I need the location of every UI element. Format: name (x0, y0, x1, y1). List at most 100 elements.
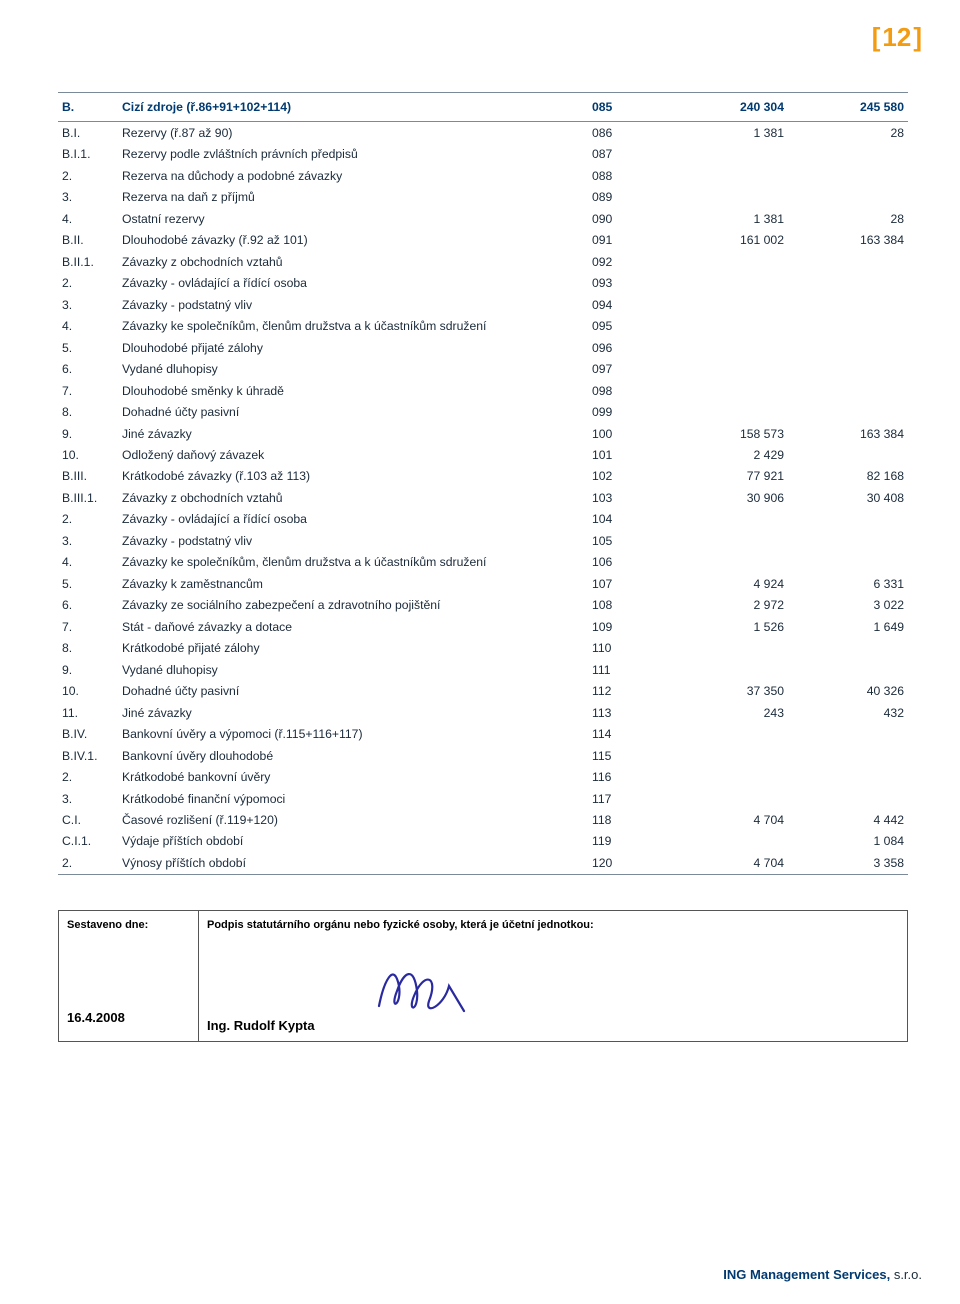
row-value-prev (658, 337, 788, 358)
table-row: 4.Ostatní rezervy0901 38128 (58, 208, 908, 229)
table-row: 11.Jiné závazky113243432 (58, 702, 908, 723)
row-value-curr: 3 358 (788, 852, 908, 874)
row-value-prev: 1 381 (658, 122, 788, 144)
row-code: 116 (588, 767, 658, 788)
row-index: B.I.1. (58, 144, 118, 165)
row-value-curr (788, 530, 908, 551)
row-index: B.II.1. (58, 251, 118, 272)
table-row: 2.Závazky - ovládající a řídící osoba104 (58, 509, 908, 530)
table-row: 2.Krátkodobé bankovní úvěry116 (58, 767, 908, 788)
row-value-prev (658, 659, 788, 680)
row-value-prev: 2 429 (658, 445, 788, 466)
row-index: 9. (58, 423, 118, 444)
row-label: Závazky z obchodních vztahů (118, 487, 588, 508)
row-code: 097 (588, 359, 658, 380)
row-code: 099 (588, 402, 658, 423)
row-label: Dohadné účty pasivní (118, 402, 588, 423)
table-row: 6.Závazky ze sociálního zabezpečení a zd… (58, 595, 908, 616)
signature-block: Sestaveno dne: 16.4.2008 Podpis statutár… (58, 910, 908, 1042)
row-code: 093 (588, 273, 658, 294)
row-label: Závazky k zaměstnancům (118, 573, 588, 594)
table-row: B.IV.1.Bankovní úvěry dlouhodobé115 (58, 745, 908, 766)
row-index: 6. (58, 359, 118, 380)
row-value-curr (788, 402, 908, 423)
table-row: B.II.Dlouhodobé závazky (ř.92 až 101)091… (58, 230, 908, 251)
table-row: B.I.Rezervy (ř.87 až 90)0861 38128 (58, 122, 908, 144)
row-label: Bankovní úvěry dlouhodobé (118, 745, 588, 766)
row-index: 3. (58, 294, 118, 315)
table-row: 7.Stát - daňové závazky a dotace1091 526… (58, 616, 908, 637)
row-code: 113 (588, 702, 658, 723)
row-value-curr (788, 659, 908, 680)
row-index: B.I. (58, 122, 118, 144)
row-code: 115 (588, 745, 658, 766)
row-label: Vydané dluhopisy (118, 359, 588, 380)
row-value-prev: 4 924 (658, 573, 788, 594)
row-value-prev (658, 530, 788, 551)
table-row: C.I.Časové rozlišení (ř.119+120)1184 704… (58, 809, 908, 830)
row-value-prev (658, 788, 788, 809)
row-index: B.IV.1. (58, 745, 118, 766)
row-label: Bankovní úvěry a výpomoci (ř.115+116+117… (118, 724, 588, 745)
row-value-prev: 4 704 (658, 852, 788, 874)
row-value-prev: 2 972 (658, 595, 788, 616)
row-code: 085 (588, 93, 658, 122)
row-label: Krátkodobé závazky (ř.103 až 113) (118, 466, 588, 487)
row-value-prev (658, 638, 788, 659)
row-value-prev (658, 402, 788, 423)
row-label: Závazky - ovládající a řídící osoba (118, 509, 588, 530)
table-row: 2.Rezerva na důchody a podobné závazky08… (58, 165, 908, 186)
row-value-prev (658, 831, 788, 852)
row-label: Dlouhodobé směnky k úhradě (118, 380, 588, 401)
row-value-curr: 245 580 (788, 93, 908, 122)
row-value-prev (658, 165, 788, 186)
row-value-prev: 240 304 (658, 93, 788, 122)
row-label: Závazky - podstatný vliv (118, 530, 588, 551)
row-value-prev: 243 (658, 702, 788, 723)
row-value-curr: 432 (788, 702, 908, 723)
row-code: 119 (588, 831, 658, 852)
row-value-prev (658, 316, 788, 337)
row-label: Odložený daňový závazek (118, 445, 588, 466)
row-value-prev: 4 704 (658, 809, 788, 830)
row-index: 2. (58, 852, 118, 874)
row-code: 089 (588, 187, 658, 208)
row-value-curr (788, 724, 908, 745)
row-value-curr: 40 326 (788, 681, 908, 702)
table-row: 7.Dlouhodobé směnky k úhradě098 (58, 380, 908, 401)
row-value-curr (788, 144, 908, 165)
row-code: 092 (588, 251, 658, 272)
row-label: Rezervy podle zvláštních právních předpi… (118, 144, 588, 165)
row-value-prev (658, 380, 788, 401)
row-code: 095 (588, 316, 658, 337)
table-row: B.IV.Bankovní úvěry a výpomoci (ř.115+11… (58, 724, 908, 745)
row-value-curr (788, 294, 908, 315)
financial-table: B.Cizí zdroje (ř.86+91+102+114)085240 30… (58, 92, 908, 875)
row-value-prev: 77 921 (658, 466, 788, 487)
page-number-badge: [12] (872, 22, 922, 53)
row-value-prev: 30 906 (658, 487, 788, 508)
row-code: 102 (588, 466, 658, 487)
row-index: B.III.1. (58, 487, 118, 508)
sig-signer-name: Ing. Rudolf Kypta (207, 1018, 315, 1033)
row-code: 118 (588, 809, 658, 830)
row-code: 103 (588, 487, 658, 508)
row-value-curr: 82 168 (788, 466, 908, 487)
row-value-prev (658, 509, 788, 530)
table-row: B.II.1.Závazky z obchodních vztahů092 (58, 251, 908, 272)
row-index: 4. (58, 208, 118, 229)
row-index: 2. (58, 165, 118, 186)
sig-date-value: 16.4.2008 (67, 1010, 190, 1033)
row-code: 110 (588, 638, 658, 659)
table-row: B.Cizí zdroje (ř.86+91+102+114)085240 30… (58, 93, 908, 122)
row-code: 107 (588, 573, 658, 594)
row-code: 096 (588, 337, 658, 358)
row-value-curr: 3 022 (788, 595, 908, 616)
table-row: 8.Dohadné účty pasivní099 (58, 402, 908, 423)
row-code: 112 (588, 681, 658, 702)
page-number: 12 (880, 22, 913, 52)
row-value-prev (658, 767, 788, 788)
row-index: B.III. (58, 466, 118, 487)
row-label: Závazky ke společníkům, členům družstva … (118, 316, 588, 337)
table-row: 6.Vydané dluhopisy097 (58, 359, 908, 380)
